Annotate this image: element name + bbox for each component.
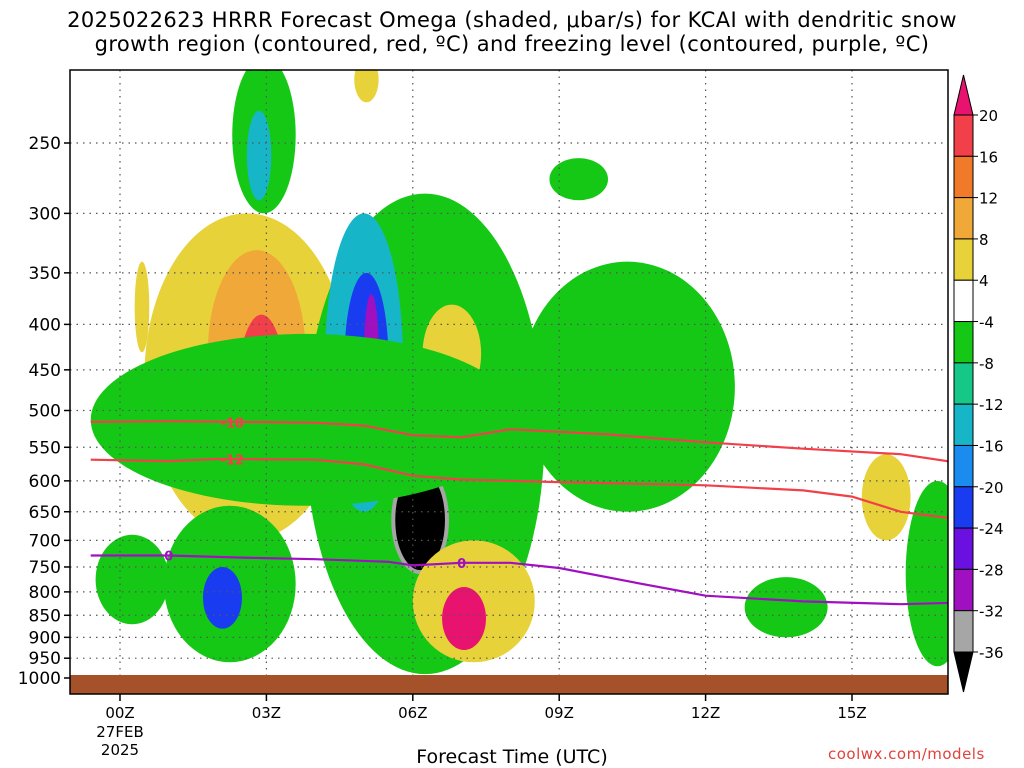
colorbar-label: 12	[979, 190, 998, 208]
y-tick-label: 800	[29, 583, 61, 603]
colorbar-swatch	[953, 568, 974, 612]
omega-shade-region	[549, 158, 608, 201]
y-tick-label: 300	[29, 204, 61, 224]
contour-label: 0	[164, 549, 173, 564]
omega-shade-region	[202, 566, 242, 629]
omega-shade-region	[442, 587, 486, 650]
colorbar-bottom-arrow	[953, 651, 974, 693]
omega-shade-region	[354, 70, 379, 103]
colorbar-swatch	[953, 444, 974, 488]
x-tick-label: 09Z	[545, 704, 574, 722]
colorbar-swatch	[953, 279, 974, 323]
y-tick-label: 400	[29, 315, 61, 335]
x-tick-label: 15Z	[837, 704, 866, 722]
colorbar-label: 4	[979, 272, 989, 290]
colorbar-label: -24	[979, 520, 1004, 538]
y-tick-label: 250	[29, 134, 61, 154]
y-tick-label: 450	[29, 361, 61, 381]
omega-shade-region	[861, 454, 911, 541]
x-tick-label: 00Z	[105, 704, 134, 722]
omega-shade-region	[246, 110, 272, 201]
colorbar-swatch	[953, 155, 974, 199]
colorbar-swatch	[953, 114, 974, 157]
colorbar-top-arrow	[953, 74, 974, 116]
credit-text: coolwx.com/models	[828, 745, 985, 763]
y-tick-label: 650	[29, 503, 61, 523]
plot-frame	[69, 69, 949, 695]
colorbar-swatch	[953, 238, 974, 281]
colorbar-label: 8	[979, 231, 989, 249]
omega-shade-region	[744, 577, 828, 638]
colorbar-label: -32	[979, 603, 1004, 621]
y-tick-label: 700	[29, 531, 61, 551]
colorbar-swatch	[953, 610, 974, 653]
colorbar-label: 16	[979, 148, 998, 166]
x-tick-sublabel: 2025	[101, 741, 139, 759]
colorbar-swatch	[953, 527, 974, 570]
x-tick-sublabel: 27FEB	[96, 723, 143, 741]
colorbar-swatch	[953, 197, 974, 240]
colorbar-label: -36	[979, 644, 1004, 662]
omega-shade-region	[134, 261, 150, 353]
colorbar-swatch	[953, 403, 974, 446]
colorbar-label: -4	[979, 314, 994, 332]
omega-shade-region	[520, 261, 735, 512]
chart-title-line-1: 2025022623 HRRR Forecast Omega (shaded, …	[67, 8, 957, 32]
y-tick-label: 1000	[18, 669, 61, 689]
freezing-level-contour	[90, 554, 948, 606]
y-tick-label: 550	[29, 438, 61, 458]
colorbar-label: -28	[979, 561, 1004, 579]
omega-shade-region	[905, 480, 948, 667]
colorbar-label: -20	[979, 479, 1004, 497]
colorbar-label: -12	[979, 396, 1004, 414]
colorbar-swatch	[953, 362, 974, 405]
y-tick-label: 750	[29, 558, 61, 578]
surface-ground	[70, 675, 948, 694]
dendritic-contour	[90, 457, 948, 519]
x-tick-label: 12Z	[691, 704, 720, 722]
chart-title-line-2: growth region (contoured, red, ºC) and f…	[94, 32, 930, 56]
x-tick-label: 06Z	[398, 704, 427, 722]
colorbar-label: -16	[979, 437, 1004, 455]
omega-shade-region	[95, 534, 169, 625]
y-tick-label: 500	[29, 402, 61, 422]
colorbar-label: -8	[979, 355, 994, 373]
colorbar-swatch	[953, 486, 974, 529]
x-tick-label: 03Z	[252, 704, 281, 722]
contour-label: -18	[220, 417, 244, 432]
contour-label: -12	[220, 454, 244, 469]
colorbar-label: 20	[979, 107, 998, 125]
y-tick-label: 900	[29, 628, 61, 648]
dendritic-contour	[90, 420, 948, 463]
y-tick-label: 950	[29, 649, 61, 669]
y-tick-label: 850	[29, 606, 61, 626]
y-tick-label: 600	[29, 472, 61, 492]
y-tick-label: 350	[29, 264, 61, 284]
colorbar-swatch	[953, 321, 974, 364]
contour-label: 0	[457, 557, 466, 572]
x-axis-label: Forecast Time (UTC)	[416, 746, 608, 768]
